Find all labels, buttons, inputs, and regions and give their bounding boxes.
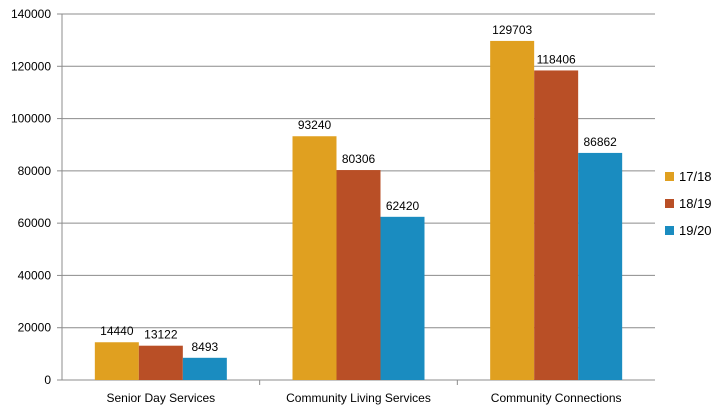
data-label: 13122 xyxy=(144,328,178,342)
x-category-label: Senior Day Services xyxy=(106,391,215,405)
y-tick-label: 60000 xyxy=(18,216,52,230)
data-label: 118406 xyxy=(537,52,576,66)
y-tick-label: 0 xyxy=(44,373,51,387)
bar xyxy=(94,342,139,380)
bar xyxy=(138,345,183,380)
data-label: 129703 xyxy=(492,23,532,37)
data-label: 8493 xyxy=(191,340,218,354)
legend-swatch xyxy=(665,226,674,235)
bar xyxy=(182,357,227,380)
bar xyxy=(292,136,337,380)
data-label: 80306 xyxy=(342,152,376,166)
legend-swatch xyxy=(665,172,674,181)
bar xyxy=(336,170,381,380)
data-label: 93240 xyxy=(298,118,332,132)
y-tick-label: 120000 xyxy=(11,59,51,73)
y-tick-label: 100000 xyxy=(11,112,51,126)
bar xyxy=(490,40,535,380)
bar xyxy=(578,152,623,380)
legend-label: 19/20 xyxy=(679,223,712,238)
y-tick-label: 20000 xyxy=(18,321,52,335)
data-label: 86862 xyxy=(583,135,617,149)
bars xyxy=(94,40,623,381)
x-category-label: Community Living Services xyxy=(286,391,431,405)
bar xyxy=(534,70,579,381)
data-labels: 14440 13122 8493 93240 80306 62420 129703 11840… xyxy=(100,23,617,354)
legend-label: 17/18 xyxy=(679,169,712,184)
y-tick-label: 40000 xyxy=(18,268,52,282)
data-label: 62420 xyxy=(386,199,420,213)
legend-swatch xyxy=(665,199,674,208)
y-tick-label: 140000 xyxy=(11,7,51,21)
legend-label: 18/19 xyxy=(679,196,712,211)
data-label: 14440 xyxy=(100,324,134,338)
bar xyxy=(380,216,425,380)
x-category-label: Community Connections xyxy=(491,391,622,405)
y-tick-label: 80000 xyxy=(18,164,52,178)
legend: 17/18 18/19 19/20 xyxy=(665,169,712,238)
